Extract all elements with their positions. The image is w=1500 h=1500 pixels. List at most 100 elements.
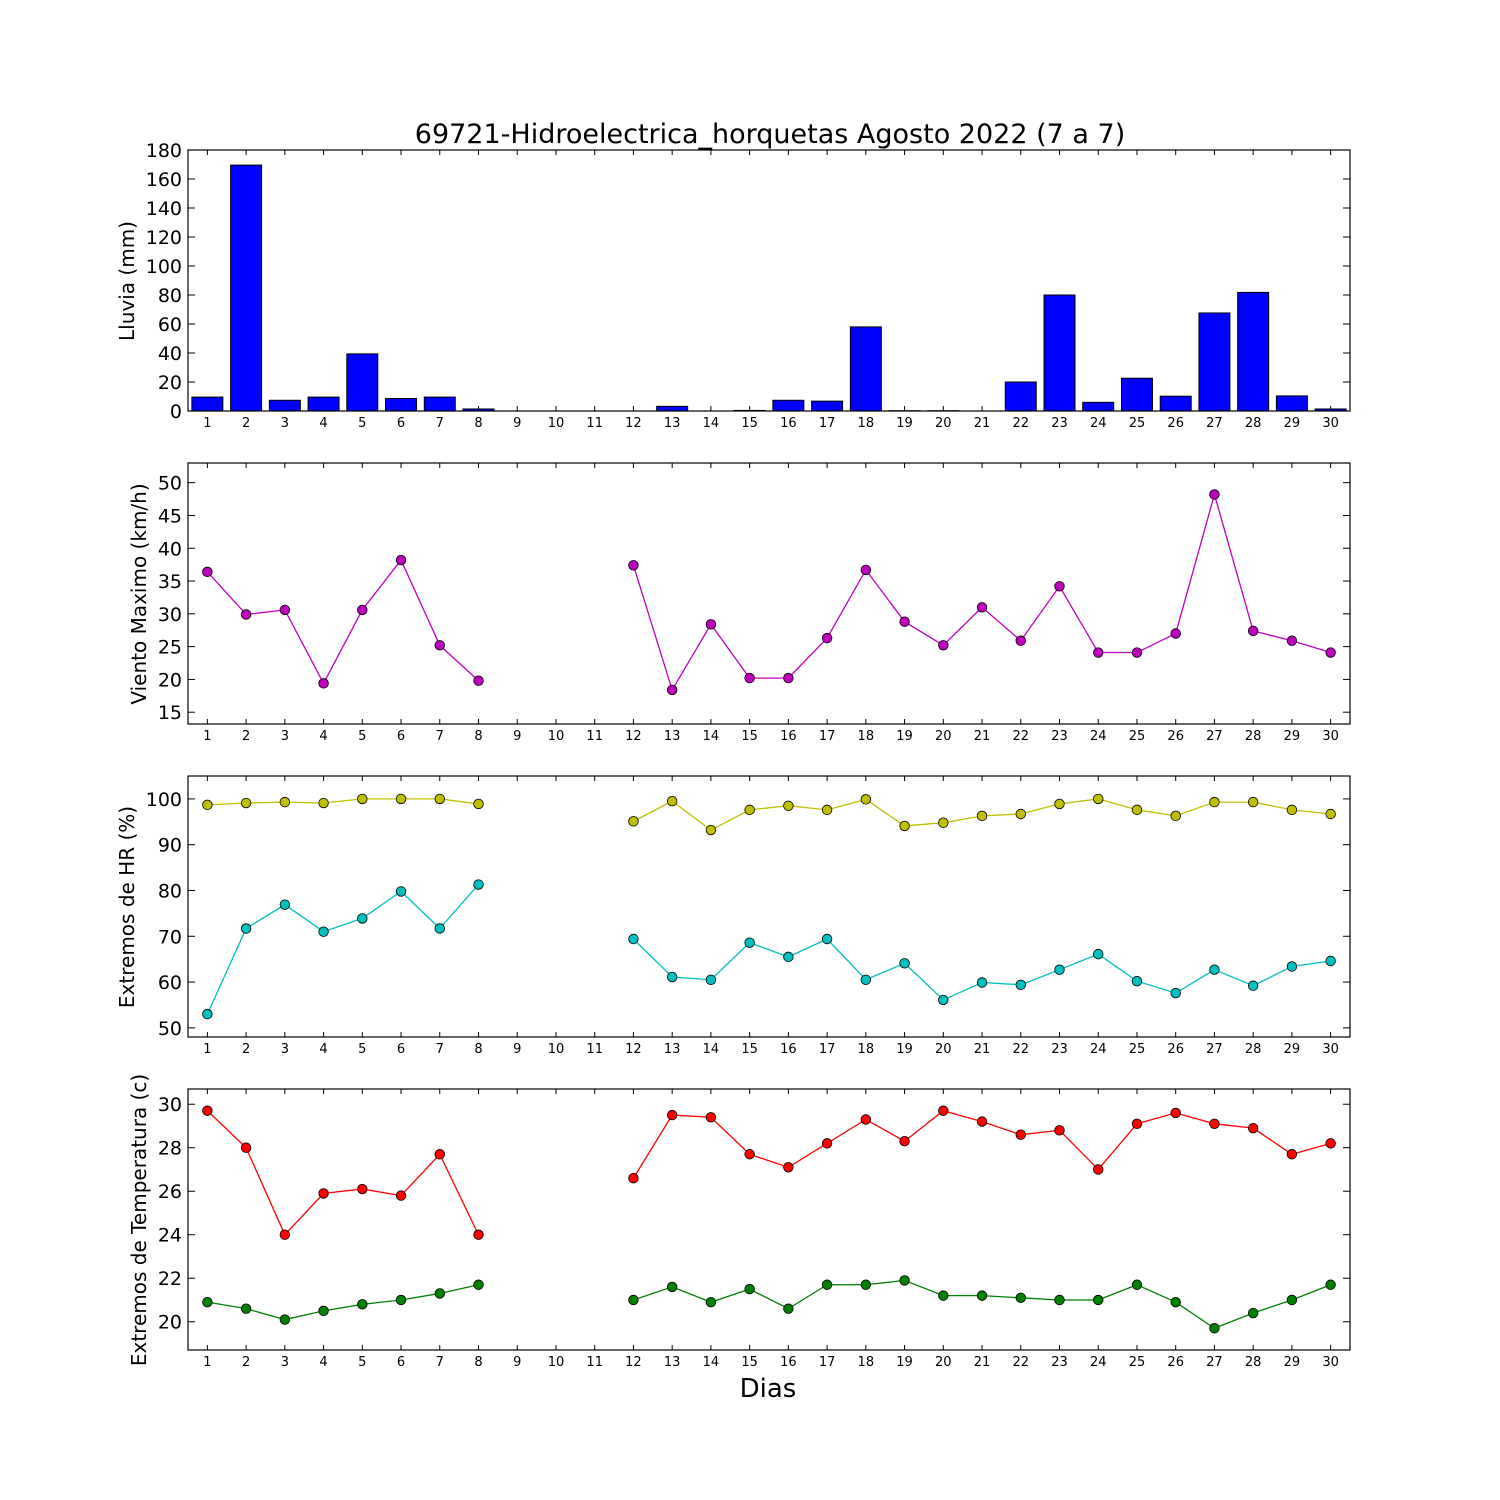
temperature-point bbox=[628, 1172, 639, 1184]
temperature-point bbox=[1286, 1149, 1298, 1160]
humidity-xtick-label: 24 bbox=[1090, 1042, 1107, 1057]
humidity-point bbox=[1093, 948, 1104, 960]
wind-xtick-label: 28 bbox=[1245, 729, 1262, 744]
temperature-point bbox=[1054, 1294, 1065, 1306]
temperature-point bbox=[1054, 1125, 1065, 1136]
humidity-series-line-2 bbox=[206, 884, 1331, 1015]
rain-ytick-label: 120 bbox=[146, 227, 182, 249]
temperature-plot-frame bbox=[187, 1088, 1351, 1351]
temperature-point bbox=[821, 1138, 833, 1149]
rain-bar bbox=[656, 405, 689, 412]
temperature-point bbox=[395, 1294, 407, 1306]
temperature-point bbox=[279, 1229, 291, 1240]
wind-xtick-label: 12 bbox=[625, 729, 642, 744]
wind-xtick-label: 2 bbox=[242, 729, 250, 744]
temperature-point bbox=[976, 1290, 988, 1301]
temperature-point bbox=[240, 1303, 252, 1314]
humidity-point bbox=[628, 933, 639, 945]
humidity-xtick-label: 2 bbox=[242, 1042, 250, 1057]
humidity-xtick-label: 6 bbox=[397, 1042, 405, 1057]
rain-xtick-label: 8 bbox=[474, 416, 482, 431]
wind-ytick-label: 15 bbox=[158, 702, 182, 724]
wind-point bbox=[666, 684, 678, 696]
humidity-point bbox=[1015, 808, 1026, 820]
wind-xtick-label: 29 bbox=[1284, 729, 1301, 744]
temperature-point bbox=[783, 1162, 794, 1173]
temperature-xtick-label: 24 bbox=[1090, 1355, 1107, 1370]
wind-point bbox=[202, 566, 213, 578]
wind-xtick-label: 15 bbox=[741, 729, 758, 744]
rain-ytick-label: 160 bbox=[146, 169, 182, 191]
temperature-xtick-label: 10 bbox=[548, 1355, 565, 1370]
temperature-point bbox=[1131, 1118, 1143, 1130]
humidity-point bbox=[821, 933, 833, 945]
humidity-ytick-label: 90 bbox=[158, 835, 182, 857]
humidity-point bbox=[628, 816, 639, 827]
temperature-xtick-label: 2 bbox=[242, 1355, 250, 1370]
wind-ytick-label: 35 bbox=[158, 571, 182, 593]
humidity-point bbox=[318, 797, 329, 809]
wind-point bbox=[860, 564, 872, 576]
humidity-xtick-label: 21 bbox=[974, 1042, 991, 1057]
humidity-point bbox=[976, 810, 988, 822]
temperature-point bbox=[899, 1135, 910, 1147]
humidity-point bbox=[1286, 961, 1298, 972]
humidity-point bbox=[1325, 808, 1336, 820]
rain-xtick-label: 22 bbox=[1012, 416, 1029, 431]
humidity-xtick-label: 3 bbox=[281, 1042, 289, 1057]
wind-point bbox=[1209, 489, 1220, 500]
humidity-point bbox=[1247, 796, 1259, 808]
temperature-ytick-label: 22 bbox=[158, 1268, 182, 1290]
temperature-ylabel: Extremos de Temperatura (c) bbox=[127, 1074, 151, 1366]
humidity-xtick-label: 28 bbox=[1245, 1042, 1262, 1057]
rain-xtick-label: 7 bbox=[436, 416, 444, 431]
humidity-point bbox=[1015, 979, 1026, 991]
humidity-xtick-label: 14 bbox=[703, 1042, 720, 1057]
wind-xtick-label: 13 bbox=[664, 729, 681, 744]
rain-bar bbox=[1198, 312, 1231, 412]
rain-xtick-label: 6 bbox=[397, 416, 405, 431]
temperature-xtick-label: 28 bbox=[1245, 1355, 1262, 1370]
rain-xtick-label: 14 bbox=[703, 416, 720, 431]
wind-xtick-label: 22 bbox=[1012, 729, 1029, 744]
rain-bar bbox=[1082, 401, 1115, 412]
wind-point bbox=[318, 678, 329, 689]
rain-bar bbox=[811, 400, 844, 412]
temperature-point bbox=[473, 1229, 484, 1240]
temperature-point bbox=[1247, 1307, 1259, 1319]
wind-point bbox=[783, 672, 794, 684]
humidity-xtick-label: 26 bbox=[1167, 1042, 1184, 1057]
temperature-point bbox=[938, 1290, 949, 1301]
wind-series-line-1 bbox=[206, 492, 1331, 692]
wind-point bbox=[279, 604, 291, 616]
humidity-point bbox=[279, 899, 291, 910]
temperature-point bbox=[1015, 1129, 1026, 1140]
humidity-xtick-label: 12 bbox=[625, 1042, 642, 1057]
temperature-xtick-label: 15 bbox=[741, 1355, 758, 1370]
temperature-point bbox=[666, 1281, 678, 1293]
rain-xtick-label: 16 bbox=[780, 416, 797, 431]
x-axis-label: Dias bbox=[740, 1374, 797, 1404]
humidity-point bbox=[357, 913, 368, 924]
temperature-point bbox=[821, 1279, 833, 1290]
temperature-point bbox=[202, 1105, 213, 1116]
rain-xtick-label: 9 bbox=[513, 416, 521, 431]
humidity-xtick-label: 8 bbox=[474, 1042, 482, 1057]
temperature-point bbox=[395, 1190, 407, 1201]
temperature-point bbox=[628, 1294, 639, 1306]
temperature-point bbox=[357, 1299, 368, 1310]
temperature-point bbox=[1247, 1122, 1259, 1134]
humidity-xtick-label: 29 bbox=[1284, 1042, 1301, 1057]
humidity-point bbox=[666, 795, 678, 807]
temperature-xtick-label: 26 bbox=[1167, 1355, 1184, 1370]
wind-xtick-label: 25 bbox=[1129, 729, 1146, 744]
temperature-point bbox=[318, 1305, 329, 1317]
temperature-ytick-label: 30 bbox=[158, 1094, 182, 1116]
humidity-xtick-label: 7 bbox=[436, 1042, 444, 1057]
humidity-point bbox=[279, 796, 291, 808]
wind-ytick-label: 20 bbox=[158, 669, 182, 691]
humidity-point bbox=[938, 994, 949, 1006]
humidity-xtick-label: 20 bbox=[935, 1042, 952, 1057]
rain-xtick-label: 29 bbox=[1284, 416, 1301, 431]
rain-bar bbox=[191, 396, 224, 412]
